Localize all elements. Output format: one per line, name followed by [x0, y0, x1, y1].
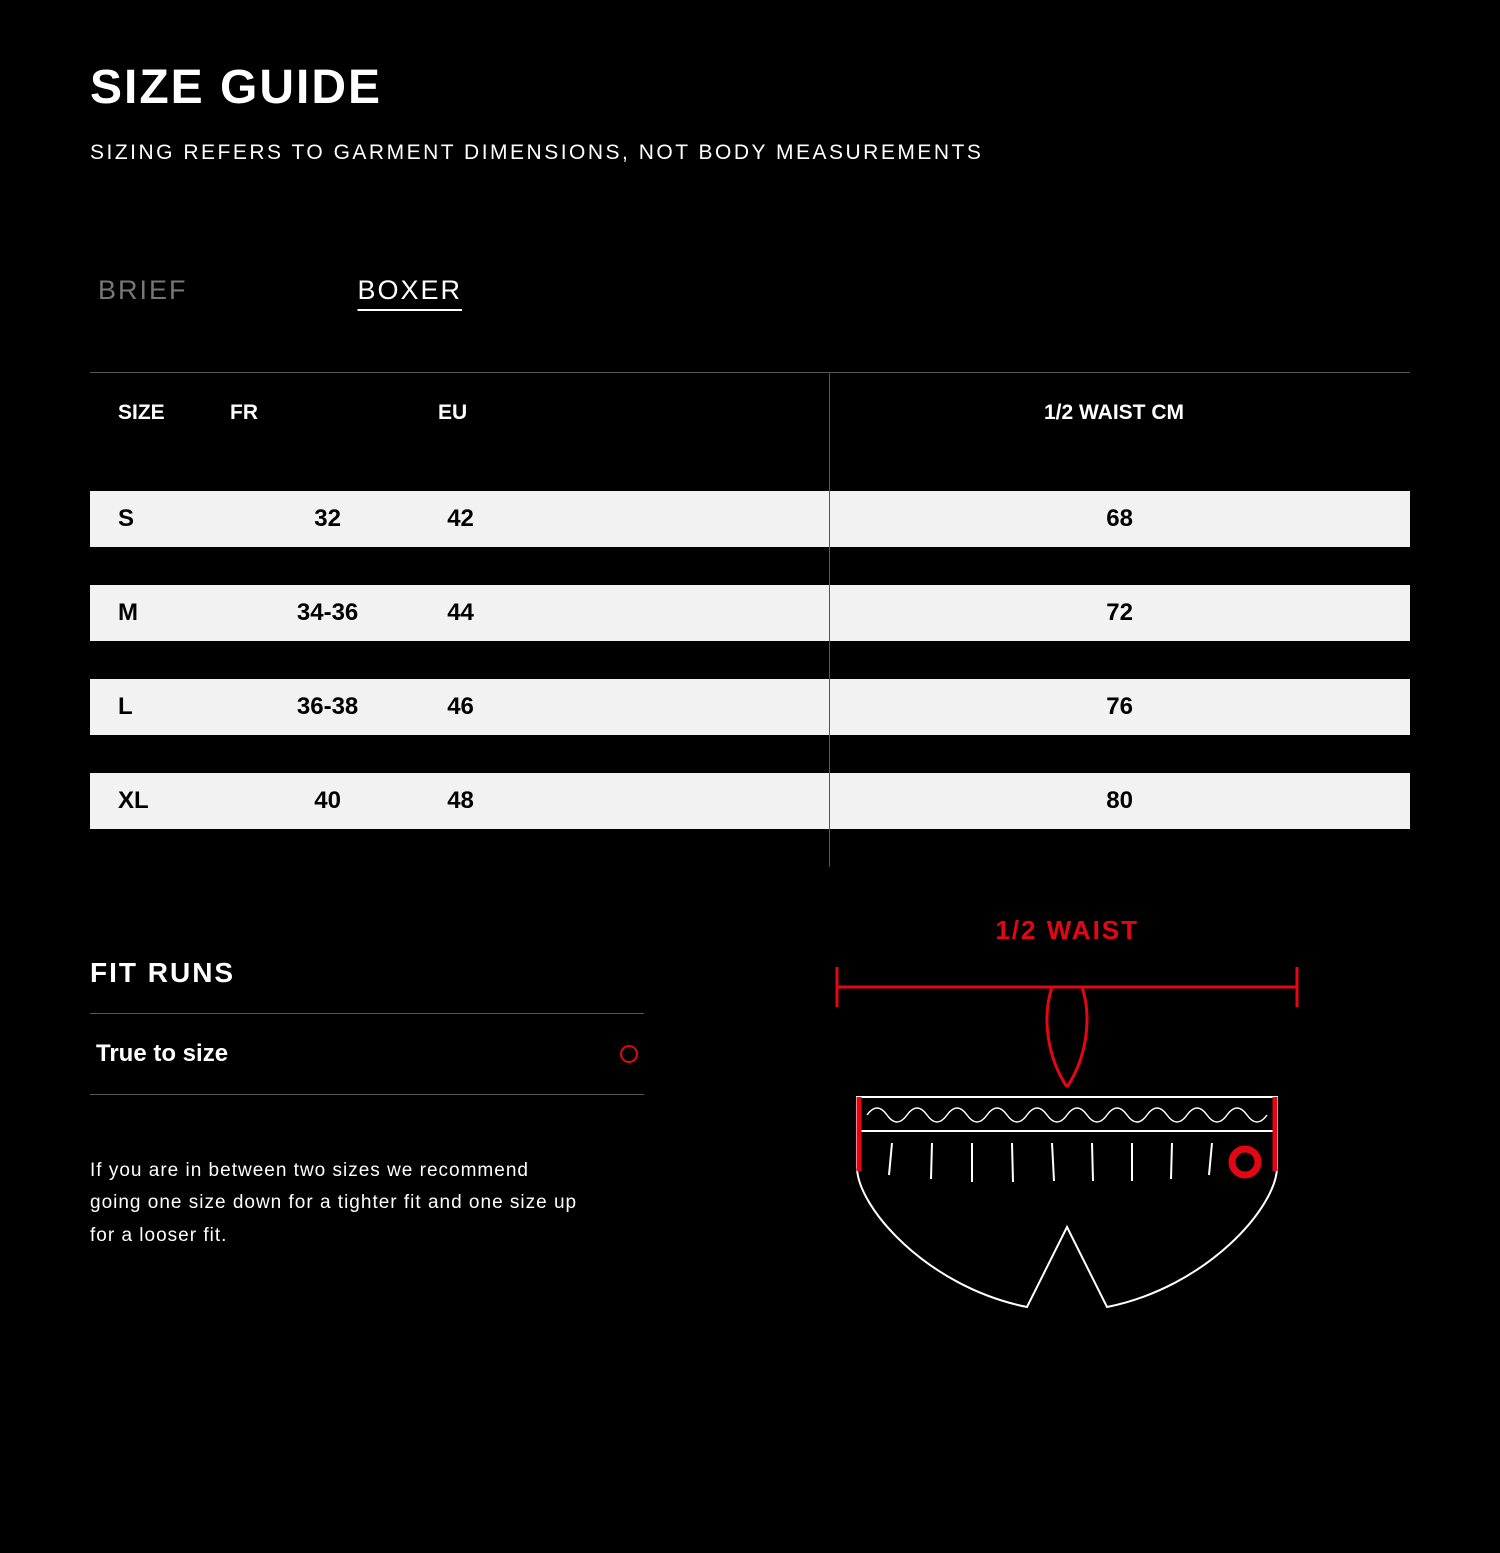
header-waist: 1/2 WAIST CM — [828, 401, 1400, 425]
page-subtitle: SIZING REFERS TO GARMENT DIMENSIONS, NOT… — [90, 141, 1410, 165]
garment-diagram: 1/2 WAIST — [724, 957, 1410, 1322]
diagram-waist-label: 1/2 WAIST — [995, 915, 1139, 946]
table-row: L 36-38 46 76 — [90, 679, 1410, 735]
table-row: S 32 42 68 — [90, 491, 1410, 547]
header-size: SIZE — [100, 401, 230, 425]
cell-eu: 46 — [433, 679, 829, 735]
divider-vertical — [829, 372, 830, 867]
page-title: SIZE GUIDE — [90, 60, 1410, 115]
cell-fr: 36-38 — [222, 679, 433, 735]
table-row: XL 40 48 80 — [90, 773, 1410, 829]
fit-value: True to size — [96, 1040, 228, 1068]
fit-title: FIT RUNS — [90, 957, 644, 989]
cell-waist: 68 — [829, 491, 1410, 547]
note-line: for a looser fit. — [90, 1220, 644, 1252]
cell-eu: 48 — [433, 773, 829, 829]
cell-size: L — [90, 679, 222, 735]
boxer-icon — [807, 957, 1327, 1317]
cell-waist: 72 — [829, 585, 1410, 641]
fit-value-row: True to size — [90, 1013, 644, 1095]
fit-note: If you are in between two sizes we recom… — [90, 1155, 644, 1252]
cell-eu: 44 — [433, 585, 829, 641]
note-line: If you are in between two sizes we recom… — [90, 1155, 644, 1187]
cell-size: S — [90, 491, 222, 547]
fit-panel: FIT RUNS True to size If you are in betw… — [90, 957, 644, 1322]
tab-boxer[interactable]: BOXER — [358, 275, 463, 312]
tab-brief[interactable]: BRIEF — [98, 275, 188, 312]
cell-waist: 76 — [829, 679, 1410, 735]
size-table-wrap: SIZE FR EU 1/2 WAIST CM S 32 42 68 M 34-… — [90, 372, 1410, 867]
size-table: S 32 42 68 M 34-36 44 72 L 36-38 46 76 X… — [90, 453, 1410, 867]
cell-fr: 34-36 — [222, 585, 433, 641]
note-line: going one size down for a tighter fit an… — [90, 1187, 644, 1219]
cell-eu: 42 — [433, 491, 829, 547]
tabs: BRIEF BOXER — [90, 275, 1410, 312]
header-fr: FR — [230, 401, 438, 425]
header-eu: EU — [438, 401, 828, 425]
cell-size: XL — [90, 773, 222, 829]
cell-size: M — [90, 585, 222, 641]
table-row: M 34-36 44 72 — [90, 585, 1410, 641]
cell-waist: 80 — [829, 773, 1410, 829]
table-header: SIZE FR EU 1/2 WAIST CM — [90, 372, 1410, 453]
cell-fr: 32 — [222, 491, 433, 547]
cell-fr: 40 — [222, 773, 433, 829]
circle-icon — [620, 1045, 638, 1063]
